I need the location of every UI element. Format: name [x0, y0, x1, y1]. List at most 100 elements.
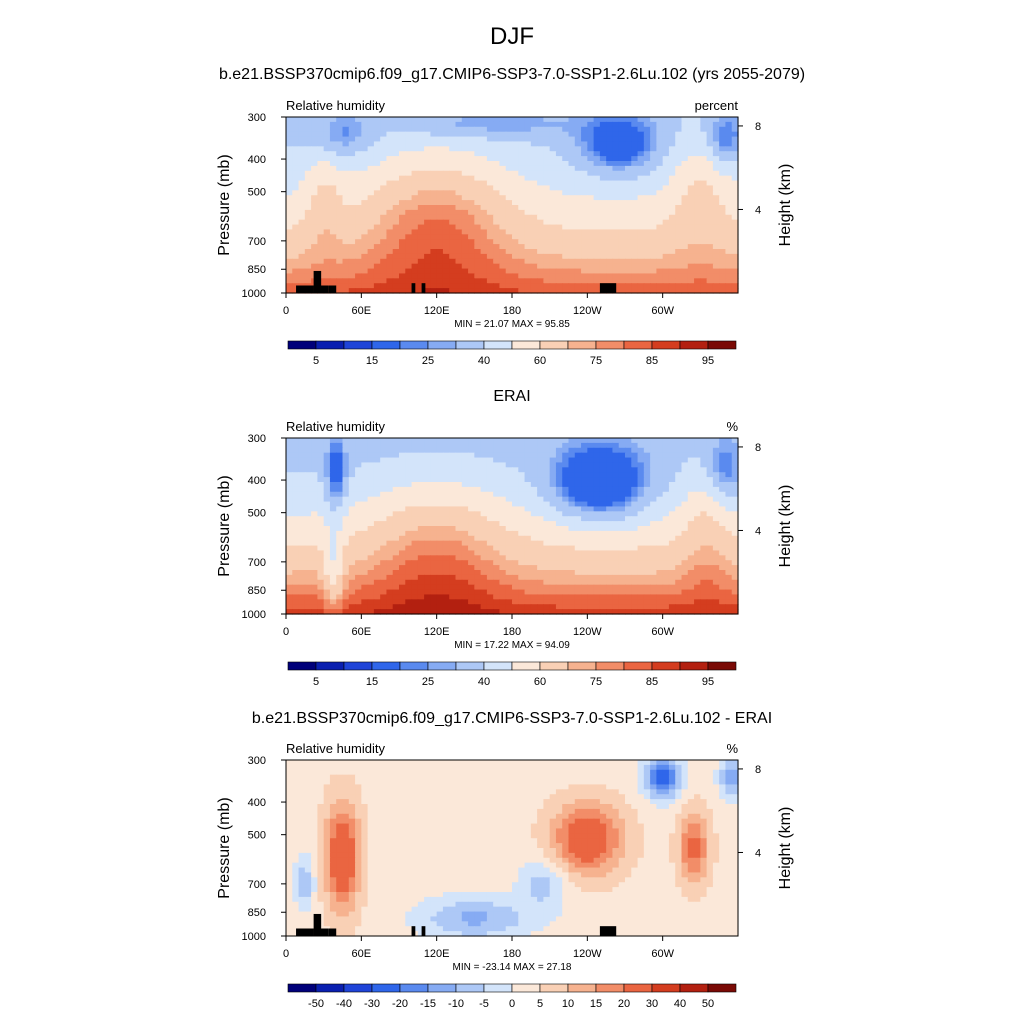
field-cell	[304, 545, 312, 552]
field-cell	[480, 126, 488, 133]
field-cell	[361, 121, 369, 128]
field-cell	[719, 477, 727, 483]
field-cell	[455, 131, 463, 138]
field-cell	[599, 477, 607, 483]
field-cell	[662, 545, 670, 552]
field-cell	[380, 579, 388, 586]
field-cell	[311, 462, 318, 468]
field-cell	[505, 574, 513, 581]
field-cell	[562, 161, 570, 167]
field-cell	[581, 447, 588, 454]
topography-mask	[421, 283, 426, 293]
field-cell	[512, 161, 519, 167]
field-cell	[512, 214, 519, 221]
field-cell	[486, 516, 494, 522]
field-cell	[568, 438, 576, 444]
field-cell	[612, 516, 620, 522]
field-cell	[317, 263, 325, 270]
field-cell	[417, 462, 425, 468]
colorbar-label: 85	[646, 355, 658, 367]
field-cell	[323, 263, 331, 270]
x-tick-label: 180	[503, 305, 521, 317]
field-cell	[637, 214, 645, 221]
field-cell	[468, 146, 475, 152]
field-cell	[480, 165, 488, 172]
field-cell	[599, 273, 607, 279]
field-cell	[581, 501, 588, 508]
field-cell	[568, 496, 576, 503]
field-cell	[581, 180, 588, 187]
field-cell	[417, 584, 425, 591]
field-cell	[380, 516, 388, 522]
field-cell	[399, 565, 406, 571]
field-cell	[593, 472, 601, 478]
field-cell	[706, 165, 714, 172]
field-cell	[574, 570, 582, 576]
field-cell	[424, 258, 431, 265]
field-cell	[493, 117, 501, 123]
field-cell	[461, 126, 469, 133]
field-cell	[311, 438, 318, 444]
field-cell	[468, 121, 475, 128]
field-cell	[399, 442, 406, 449]
field-cell	[518, 200, 526, 206]
field-cell	[668, 452, 676, 459]
field-cell	[530, 560, 538, 566]
field-cell	[574, 156, 582, 162]
field-cell	[637, 482, 645, 488]
field-cell	[386, 170, 394, 177]
field-cell	[499, 540, 507, 547]
field-cell	[574, 273, 582, 279]
field-cell	[317, 239, 325, 245]
field-cell	[568, 442, 576, 449]
field-cell	[486, 570, 494, 576]
field-cell	[518, 555, 526, 561]
field-cell	[631, 506, 639, 512]
field-cell	[537, 447, 544, 454]
field-cell	[455, 126, 463, 133]
field-cell	[336, 452, 344, 459]
field-cell	[518, 156, 526, 162]
field-cell	[650, 229, 657, 235]
field-cell	[625, 131, 632, 138]
field-cell	[405, 239, 413, 245]
field-cell	[493, 457, 501, 464]
field-cell	[681, 570, 689, 576]
field-cell	[392, 117, 400, 123]
field-cell	[719, 239, 727, 245]
field-cell	[442, 560, 450, 566]
field-cell	[612, 185, 620, 191]
field-cell	[662, 442, 670, 449]
field-cell	[348, 214, 356, 221]
field-cell	[719, 121, 727, 128]
field-cell	[292, 200, 300, 206]
field-cell	[725, 288, 733, 294]
field-cell	[298, 545, 306, 552]
field-cell	[719, 496, 727, 503]
field-cell	[706, 501, 714, 508]
field-cell	[668, 234, 676, 240]
field-cell	[449, 540, 457, 547]
field-cell	[449, 136, 457, 143]
y2-tick-label: 8	[755, 121, 761, 133]
field-cell	[461, 288, 469, 294]
field-cell	[399, 511, 406, 517]
field-cell	[618, 151, 626, 157]
field-cell	[694, 477, 701, 483]
field-cell	[549, 214, 557, 221]
field-cell	[562, 190, 570, 196]
field-cell	[424, 234, 431, 240]
field-cell	[712, 219, 720, 226]
field-cell	[468, 467, 475, 473]
field-cell	[455, 472, 463, 478]
field-cell	[348, 200, 356, 206]
field-cell	[668, 146, 676, 152]
field-cell	[631, 526, 639, 532]
field-cell	[461, 516, 469, 522]
field-cell	[373, 530, 381, 537]
field-cell	[725, 545, 733, 552]
field-cell	[468, 161, 475, 167]
field-cell	[555, 234, 563, 240]
field-cell	[537, 511, 544, 517]
field-cell	[348, 249, 356, 255]
